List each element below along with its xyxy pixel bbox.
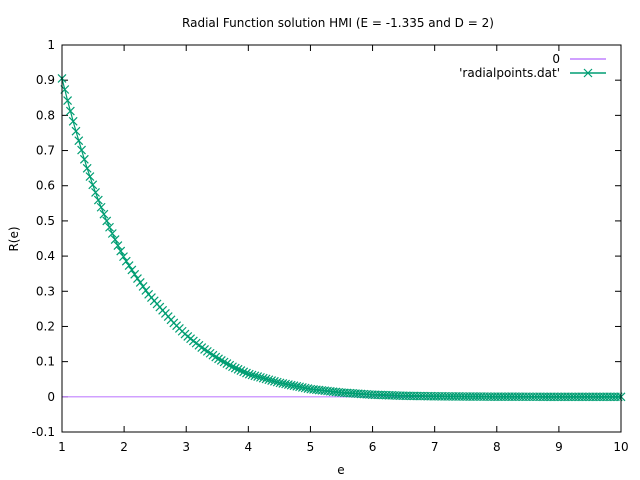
- series-point: [233, 364, 243, 374]
- series-point: [300, 383, 310, 393]
- x-tick-label: 1: [58, 440, 66, 454]
- series-point: [289, 381, 299, 391]
- series-point: [99, 209, 109, 219]
- legend-marker: [583, 68, 593, 78]
- y-axis-label: R(e): [7, 226, 21, 251]
- series-point: [200, 345, 209, 354]
- series-point: [242, 368, 251, 378]
- series-point: [91, 188, 100, 197]
- x-tick-label: 7: [431, 440, 439, 454]
- series-point: [105, 222, 114, 232]
- chart-title: Radial Function solution HMI (E = -1.335…: [182, 16, 494, 30]
- series-point: [286, 380, 296, 390]
- series-point: [272, 377, 282, 387]
- y-tick-label: 0.1: [36, 355, 55, 369]
- series-point: [216, 355, 226, 365]
- plot-frame: [61, 44, 622, 433]
- y-tick-label: 0.6: [36, 179, 55, 193]
- x-tick-label: 4: [245, 440, 253, 454]
- y-tick-label: 0.9: [36, 73, 55, 87]
- series-point: [85, 172, 95, 182]
- series-point: [278, 379, 288, 388]
- y-tick-label: 0.2: [36, 319, 55, 333]
- series-point: [222, 359, 232, 368]
- series-point: [113, 241, 123, 250]
- series-point: [205, 348, 215, 358]
- x-tick-label: 3: [182, 440, 190, 454]
- legend-label: 'radialpoints.dat': [459, 66, 560, 80]
- series-line: [61, 78, 622, 398]
- y-tick-label: 0.3: [36, 284, 55, 298]
- series-point: [264, 375, 274, 385]
- series-point: [107, 229, 117, 238]
- y-tick-label: 0.5: [36, 214, 55, 228]
- series-point: [244, 369, 254, 379]
- series-point: [135, 278, 145, 287]
- series-point: [283, 380, 293, 390]
- series-point: [269, 376, 279, 386]
- series-point: [239, 367, 249, 377]
- x-tick-label: 9: [555, 440, 563, 454]
- series-point: [102, 216, 112, 226]
- x-tick-label: 2: [120, 440, 128, 454]
- series-point: [225, 360, 235, 370]
- series-point: [127, 265, 137, 275]
- series-point: [256, 372, 265, 382]
- legend: 0'radialpoints.dat': [459, 52, 606, 80]
- x-axis-label: e: [337, 463, 344, 477]
- series-point: [247, 370, 257, 380]
- series-point: [93, 195, 103, 205]
- series-point: [208, 350, 218, 360]
- series-point: [202, 346, 212, 356]
- plot-area: [57, 73, 626, 402]
- series-point: [124, 261, 134, 271]
- series-point: [116, 246, 126, 256]
- series-point: [65, 106, 75, 116]
- series-point: [96, 202, 106, 212]
- y-tick-label: 1: [47, 38, 55, 52]
- legend-label: 0: [552, 52, 560, 66]
- series-point: [261, 374, 271, 384]
- series-point: [133, 274, 142, 283]
- series-point: [138, 282, 148, 291]
- series-point: [68, 116, 78, 126]
- x-tick-label: 10: [613, 440, 628, 454]
- series-point: [275, 378, 285, 388]
- y-tick-label: 0.7: [36, 144, 55, 158]
- series-point: [297, 383, 307, 392]
- series-point: [71, 126, 81, 136]
- y-tick-label: 0.4: [36, 249, 55, 263]
- series-point: [110, 235, 120, 244]
- series-point: [295, 382, 304, 392]
- series-point: [230, 363, 240, 373]
- series-point: [258, 373, 268, 383]
- series-point: [130, 269, 140, 279]
- series-point: [77, 145, 86, 155]
- series-point: [74, 136, 84, 146]
- y-tick-label: 0.8: [36, 108, 55, 122]
- series-point: [197, 343, 207, 352]
- x-tick-label: 6: [369, 440, 377, 454]
- series-point: [82, 163, 92, 173]
- series-point: [63, 96, 73, 106]
- series-point: [236, 366, 246, 375]
- y-tick-label: -0.1: [32, 425, 55, 439]
- series-point: [267, 376, 277, 385]
- series-point: [253, 372, 263, 382]
- series-point: [88, 180, 98, 190]
- series-point: [121, 256, 131, 266]
- series-point: [119, 252, 128, 262]
- series-point: [228, 362, 237, 372]
- series-point: [141, 285, 151, 295]
- x-tick-label: 8: [493, 440, 501, 454]
- y-tick-label: 0: [47, 390, 55, 404]
- series-point: [292, 381, 302, 391]
- x-tick-label: 5: [307, 440, 315, 454]
- series-point: [250, 371, 260, 381]
- series-point: [281, 379, 291, 389]
- series-point: [219, 357, 229, 367]
- series-point: [79, 154, 89, 164]
- series-point: [214, 354, 223, 364]
